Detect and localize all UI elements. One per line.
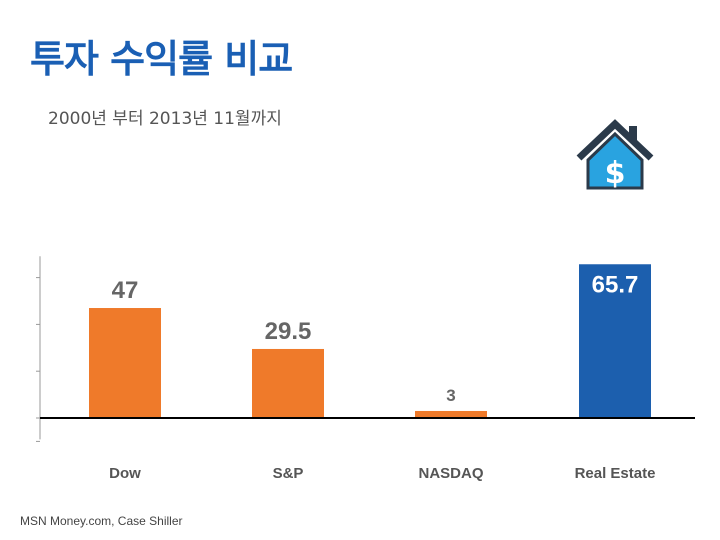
bar-nasdaq <box>415 410 487 418</box>
value-label: 29.5 <box>265 318 312 345</box>
chart-title: 투자 수익률 비교 <box>30 37 293 81</box>
dollar-sign-glyph: $ <box>605 156 626 191</box>
source-note: MSN Money.com, Case Shiller <box>20 514 183 528</box>
category-label: S&P <box>273 465 304 482</box>
bar-dow <box>89 308 161 418</box>
category-label: Real Estate <box>575 465 656 482</box>
roof-outline <box>576 119 654 161</box>
chimney <box>629 126 637 142</box>
category-label: Dow <box>109 465 141 482</box>
category-label: NASDAQ <box>418 465 483 482</box>
labels: 47 Dow 29.5 S&P 3 NASDAQ 65.7 Real Estate <box>109 271 655 482</box>
chart-subtitle: 2000년 부터 2013년 11월까지 <box>48 109 282 129</box>
value-label: 3 <box>446 386 455 405</box>
house-body <box>586 131 644 190</box>
bar-real-estate <box>579 264 651 418</box>
bar-s-p <box>252 348 324 418</box>
y-axis <box>36 256 41 442</box>
bars <box>89 264 651 418</box>
value-label: 47 <box>112 277 139 304</box>
value-label: 65.7 <box>592 271 639 298</box>
house-dollar-icon: $ <box>576 119 654 191</box>
